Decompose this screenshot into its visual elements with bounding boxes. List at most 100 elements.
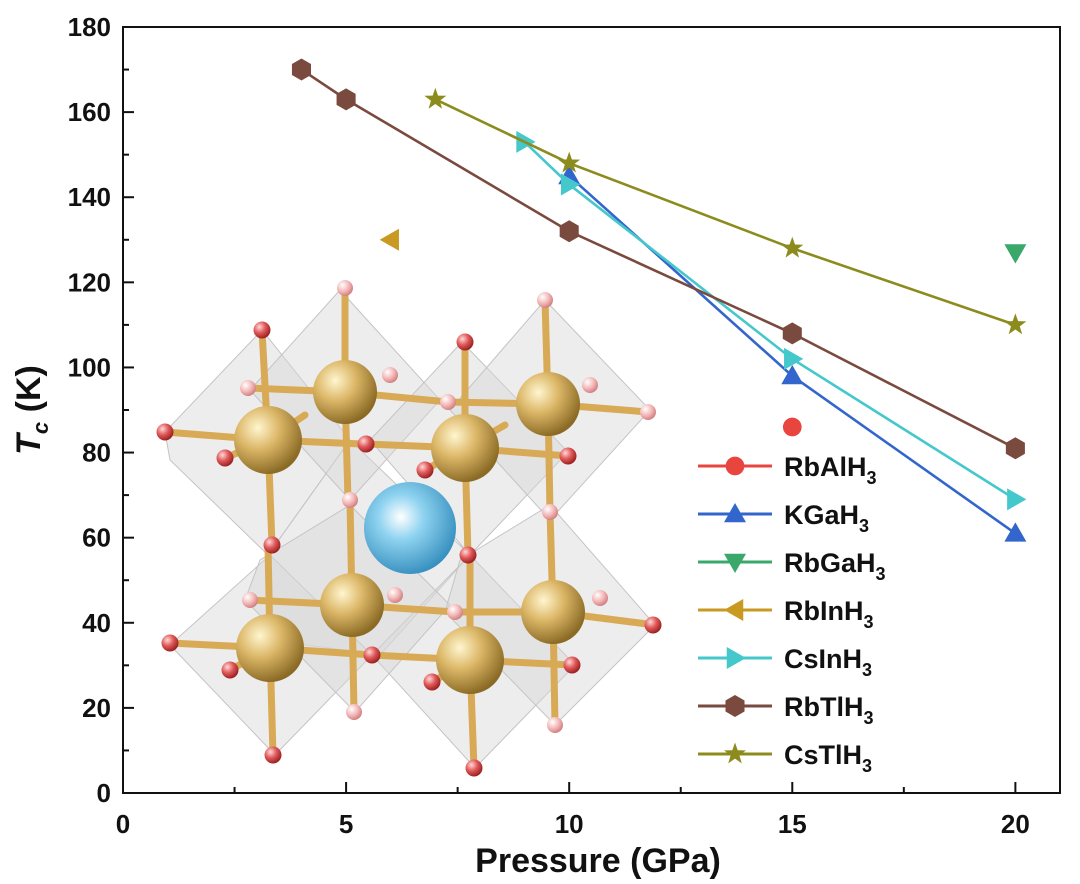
hydrogen-atom-front	[559, 447, 577, 465]
hydrogen-atom-front	[459, 546, 477, 564]
legend-label-rbalh3: RbAlH3	[784, 452, 877, 488]
y-axis-label: Tc (K)	[10, 365, 53, 455]
hydrogen-atom-front	[263, 536, 281, 554]
hydrogen-atom-front	[416, 461, 434, 479]
hydrogen-atom-back	[242, 592, 258, 608]
y-tick-label: 180	[68, 12, 111, 42]
metal-atom-back	[516, 372, 580, 436]
data-point-cstlh3	[1004, 313, 1027, 335]
data-point-rbinh3	[379, 228, 399, 251]
data-point-csinh3	[784, 347, 804, 370]
legend-marker-rbgah3	[724, 553, 746, 573]
legend-marker-rbinh3	[724, 599, 744, 621]
data-point-cstlh3	[424, 87, 447, 109]
x-tick-label: 0	[116, 809, 130, 839]
hydrogen-atom-back	[582, 377, 598, 393]
data-point-rbalh3	[782, 417, 802, 437]
series-layer	[291, 58, 1027, 542]
hydrogen-atom-back	[346, 704, 362, 720]
hydrogen-atom-front	[363, 646, 381, 664]
data-point-rbtlh3	[782, 322, 802, 345]
hydrogen-atom-front	[456, 333, 474, 351]
hydrogen-atom-front	[264, 746, 282, 764]
hydrogen-atom-front	[644, 616, 662, 634]
y-tick-label: 0	[97, 778, 111, 808]
y-axis: 0 20 40 60 80 100 120 140 160 180	[68, 12, 134, 808]
data-point-rbtlh3	[1005, 437, 1025, 460]
legend-label-rbgah3: RbGaH3	[784, 548, 886, 584]
x-tick-label: 10	[555, 809, 584, 839]
legend-label-csinh3: CsInH3	[784, 644, 872, 680]
y-tick-label: 80	[82, 438, 111, 468]
hydrogen-atom-front	[156, 423, 174, 441]
data-point-kgah3	[781, 364, 804, 385]
y-tick-label: 60	[82, 523, 111, 553]
legend-marker-cstlh3	[724, 742, 746, 764]
hydrogen-atom-back	[387, 587, 403, 603]
x-axis-label: Pressure (GPa)	[475, 842, 721, 880]
y-axis-label-unit: (K)	[10, 365, 48, 422]
data-point-rbtlh3	[291, 58, 312, 81]
metal-atom-back	[521, 580, 585, 644]
hydrogen-atom-front	[216, 449, 234, 467]
legend-label-cstlh3: CsTlH3	[784, 740, 872, 776]
data-point-csinh3	[1007, 488, 1027, 511]
hydrogen-atom-back	[640, 404, 656, 420]
data-point-rbtlh3	[559, 220, 579, 243]
legend-label-rbinh3: RbInH3	[784, 596, 874, 632]
data-point-cstlh3	[781, 236, 804, 258]
hydrogen-atom-front	[221, 661, 239, 679]
y-tick-label: 140	[68, 182, 111, 212]
y-tick-label: 40	[82, 608, 111, 638]
hydrogen-atom-back	[382, 367, 398, 383]
hydrogen-atom-back	[240, 380, 256, 396]
alkali-atom	[364, 482, 456, 574]
hydrogen-atom-front	[253, 321, 271, 339]
metal-atom-front	[436, 626, 504, 694]
legend-label-rbtlh3: RbTlH3	[784, 692, 874, 728]
x-tick-label: 15	[778, 809, 807, 839]
legend-marker-rbtlh3	[725, 695, 745, 717]
perovskite-structure-illustration	[156, 280, 662, 777]
metal-atom-front	[431, 414, 499, 482]
y-tick-label: 100	[68, 352, 111, 382]
data-point-csinh3	[560, 173, 581, 196]
hydrogen-atom-front	[563, 656, 581, 674]
metal-atom-front	[236, 614, 304, 682]
hydrogen-atom-back	[447, 604, 463, 620]
data-point-kgah3	[1004, 522, 1027, 542]
hydrogen-atom-front	[161, 634, 179, 652]
legend-label-kgah3: KGaH3	[784, 500, 869, 536]
hydrogen-atom-back	[337, 280, 353, 296]
y-axis-label-main: T	[10, 431, 48, 455]
data-point-rbtlh3	[336, 88, 356, 111]
y-tick-label: 20	[82, 693, 111, 723]
x-axis: 0 5 10 15 20	[116, 782, 1030, 839]
legend-marker-rbalh3	[725, 456, 745, 476]
hydrogen-atom-back	[440, 394, 456, 410]
hydrogen-atom-back	[342, 492, 358, 508]
hydrogen-atom-front	[357, 435, 375, 453]
metal-atom-back	[313, 360, 377, 424]
x-tick-label: 20	[1001, 809, 1030, 839]
data-point-rbgah3	[1004, 244, 1027, 264]
series-line-csinh3	[523, 140, 1017, 501]
hydrogen-atom-back	[547, 717, 563, 733]
x-tick-label: 5	[339, 809, 353, 839]
data-point-cstlh3	[558, 151, 581, 173]
metal-atom-front	[234, 406, 302, 474]
legend-marker-csinh3	[726, 647, 746, 669]
hydrogen-atom-front	[423, 673, 441, 691]
hydrogen-atom-back	[592, 590, 608, 606]
legend: RbAlH3 KGaH3 RbGaH3 RbInH3 CsInH3 RbTlH3 CsTlH…	[698, 452, 886, 776]
y-axis-label-sub: c	[28, 422, 53, 434]
hydrogen-atom-back	[537, 292, 553, 308]
hydrogen-atom-front	[465, 759, 483, 777]
legend-marker-kgah3	[724, 503, 746, 523]
metal-atom-back	[320, 573, 384, 637]
y-tick-label: 160	[68, 97, 111, 127]
y-tick-label: 120	[68, 267, 111, 297]
hydrogen-atom-back	[542, 504, 558, 520]
series-line-cstlh3	[434, 98, 1016, 327]
